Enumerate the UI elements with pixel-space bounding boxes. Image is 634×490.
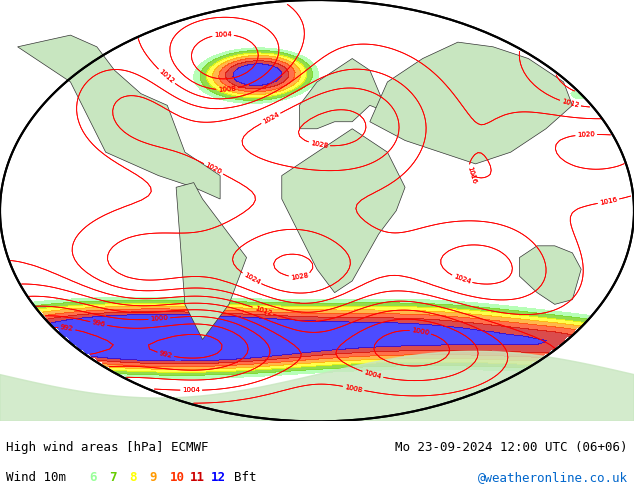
Polygon shape [176, 183, 247, 340]
Polygon shape [370, 42, 573, 164]
Text: @weatheronline.co.uk: @weatheronline.co.uk [477, 471, 628, 484]
Text: 1024: 1024 [453, 274, 471, 285]
Text: 1004: 1004 [214, 31, 232, 38]
Text: 992: 992 [60, 324, 74, 332]
Text: 1024: 1024 [453, 274, 471, 285]
Text: 1020: 1020 [204, 162, 223, 176]
Text: 1004: 1004 [182, 387, 200, 393]
Text: 1000: 1000 [150, 315, 169, 322]
Text: 11: 11 [190, 471, 205, 484]
Text: 1024: 1024 [242, 272, 261, 286]
Polygon shape [281, 129, 405, 293]
Text: 1012: 1012 [561, 98, 579, 109]
Polygon shape [0, 0, 634, 421]
Text: 1000: 1000 [411, 327, 430, 336]
Text: 10: 10 [170, 471, 185, 484]
Text: 9: 9 [150, 471, 157, 484]
Text: 1008: 1008 [344, 384, 363, 393]
Polygon shape [519, 246, 581, 304]
Text: 996: 996 [91, 319, 106, 328]
Text: 1028: 1028 [310, 140, 328, 149]
Text: 1008: 1008 [344, 384, 363, 393]
Text: 12: 12 [210, 471, 226, 484]
Text: 6: 6 [89, 471, 96, 484]
Text: 1012: 1012 [158, 69, 175, 85]
Text: 992: 992 [60, 324, 74, 332]
Text: 1028: 1028 [290, 272, 309, 281]
Text: 1000: 1000 [150, 315, 169, 322]
Text: 1004: 1004 [363, 369, 382, 380]
Text: 1012: 1012 [254, 305, 272, 317]
Text: 1016: 1016 [466, 165, 477, 184]
Text: 1020: 1020 [577, 131, 595, 138]
Polygon shape [18, 35, 220, 199]
Text: 1012: 1012 [254, 305, 272, 317]
Text: 1024: 1024 [262, 111, 280, 125]
Text: 1004: 1004 [214, 31, 232, 38]
Text: Bft: Bft [234, 471, 256, 484]
Text: 1016: 1016 [599, 196, 618, 206]
Text: 7: 7 [109, 471, 117, 484]
Text: 1012: 1012 [158, 69, 175, 85]
Text: 1008: 1008 [218, 86, 236, 93]
Text: 1000: 1000 [411, 327, 430, 336]
Text: 992: 992 [158, 350, 173, 359]
Text: 992: 992 [158, 350, 173, 359]
Text: Mo 23-09-2024 12:00 UTC (06+06): Mo 23-09-2024 12:00 UTC (06+06) [395, 441, 628, 454]
Text: 1004: 1004 [363, 369, 382, 380]
Text: 1020: 1020 [577, 131, 595, 138]
Text: 1016: 1016 [599, 196, 618, 206]
Text: 1020: 1020 [204, 162, 223, 176]
Text: 1028: 1028 [310, 140, 328, 149]
Text: 1012: 1012 [561, 98, 579, 109]
Text: 1024: 1024 [262, 111, 280, 125]
Text: 1004: 1004 [182, 387, 200, 393]
Text: Wind 10m: Wind 10m [6, 471, 67, 484]
Text: High wind areas [hPa] ECMWF: High wind areas [hPa] ECMWF [6, 441, 209, 454]
Polygon shape [299, 58, 387, 129]
Polygon shape [0, 0, 634, 421]
Text: 996: 996 [91, 319, 106, 328]
Text: 1016: 1016 [466, 165, 477, 184]
Text: 1024: 1024 [242, 272, 261, 286]
Text: 1008: 1008 [218, 86, 236, 93]
Text: 1028: 1028 [290, 272, 309, 281]
Text: 8: 8 [129, 471, 137, 484]
